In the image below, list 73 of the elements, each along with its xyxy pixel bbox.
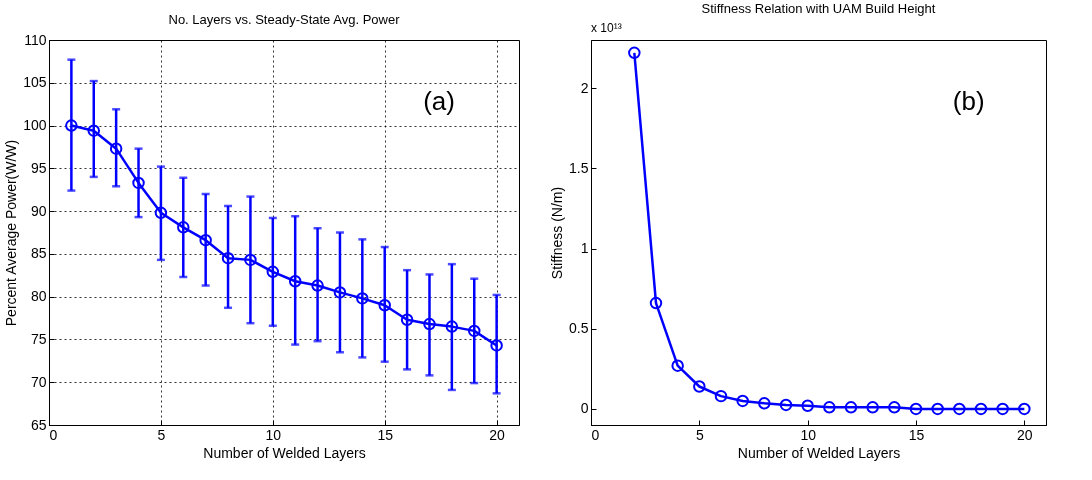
y-tick-label: 110 <box>24 31 47 48</box>
point <box>888 401 901 414</box>
point <box>400 313 414 326</box>
y-axis-title: Stiffness (N/m) <box>549 186 566 280</box>
y-tick-label: 0 <box>580 400 589 417</box>
y-tick-label: 85 <box>30 245 47 262</box>
point <box>154 206 168 220</box>
point <box>996 402 1009 416</box>
x-axis-title: Number of Welded Layers <box>203 444 366 461</box>
point <box>423 317 436 331</box>
point <box>714 389 728 403</box>
point <box>199 233 212 247</box>
point <box>823 401 836 414</box>
chart-title: Stiffness Relation with UAM Build Height <box>701 1 936 16</box>
point <box>1018 402 1031 416</box>
point <box>65 119 78 132</box>
y-tick-label: 90 <box>30 202 47 219</box>
x-tick-label: 0 <box>49 426 58 443</box>
y-tick-label: 0.5 <box>569 320 589 337</box>
point <box>671 359 684 372</box>
point <box>953 402 966 416</box>
y-tick-label: 105 <box>23 74 47 91</box>
y-tick-label: 2 <box>580 79 589 96</box>
point <box>445 320 459 333</box>
point <box>288 275 302 288</box>
point <box>649 296 663 310</box>
point <box>177 221 190 234</box>
y-tick-label: 95 <box>30 159 47 176</box>
point <box>628 46 641 60</box>
point <box>266 265 280 279</box>
point <box>758 397 771 410</box>
point <box>693 380 706 393</box>
x-tick-label: 10 <box>265 426 282 443</box>
y-tick-label: 65 <box>30 416 47 433</box>
point <box>378 298 391 312</box>
point <box>801 399 814 412</box>
point <box>356 292 369 305</box>
x-tick-label: 15 <box>908 426 925 443</box>
x-tick-label: 5 <box>695 426 704 443</box>
annotation: (a) <box>423 85 455 116</box>
point <box>909 402 923 416</box>
point <box>244 253 257 267</box>
y-tick-label: 75 <box>30 330 47 347</box>
point <box>931 402 944 416</box>
x-tick-label: 10 <box>800 426 817 443</box>
point <box>736 394 749 408</box>
y-axis-title: Percent Average Power(W/W) <box>3 139 20 327</box>
point <box>311 279 324 292</box>
point <box>109 142 123 155</box>
point <box>974 402 988 416</box>
y-tick-label: 70 <box>30 373 47 390</box>
point <box>779 398 793 412</box>
point <box>132 176 145 190</box>
point <box>844 401 858 414</box>
point <box>87 124 101 137</box>
chart-title: No. Layers vs. Steady-State Avg. Power <box>168 12 401 27</box>
x-axis-title: Number of Welded Layers <box>737 444 901 461</box>
x-tick-label: 0 <box>591 426 600 443</box>
x-tick-label: 20 <box>1017 426 1033 443</box>
point <box>490 339 503 352</box>
annotation: (b) <box>952 85 985 116</box>
x-tick-label: 5 <box>157 426 166 443</box>
text: x 10¹³ <box>591 21 622 35</box>
point <box>221 251 235 265</box>
y-tick-label: 80 <box>30 288 47 305</box>
x-tick-label: 20 <box>489 426 506 443</box>
point <box>333 286 347 299</box>
point <box>866 401 879 414</box>
point <box>467 324 481 338</box>
y-tick-label: 1.5 <box>569 159 589 176</box>
x-tick-label: 15 <box>377 426 394 443</box>
y-tick-label: 100 <box>23 117 47 134</box>
y-tick-label: 1 <box>580 240 589 257</box>
